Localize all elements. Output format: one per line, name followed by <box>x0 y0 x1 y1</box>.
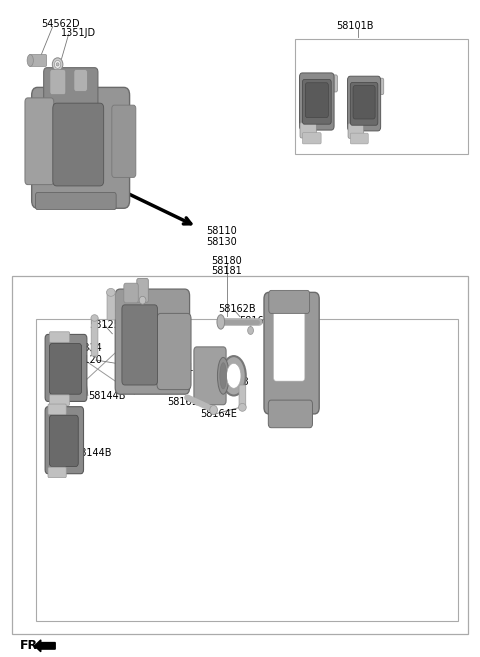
Ellipse shape <box>27 55 33 66</box>
FancyBboxPatch shape <box>124 283 138 303</box>
FancyBboxPatch shape <box>268 400 312 428</box>
Ellipse shape <box>239 403 246 411</box>
Ellipse shape <box>217 315 225 329</box>
FancyBboxPatch shape <box>353 85 375 119</box>
FancyBboxPatch shape <box>53 103 104 186</box>
FancyBboxPatch shape <box>49 415 78 466</box>
FancyBboxPatch shape <box>115 289 190 394</box>
Ellipse shape <box>107 288 115 296</box>
Text: 58112: 58112 <box>175 363 206 373</box>
Text: 58125: 58125 <box>89 319 120 330</box>
Text: FR.: FR. <box>20 639 43 652</box>
FancyBboxPatch shape <box>274 309 305 381</box>
FancyBboxPatch shape <box>269 290 310 313</box>
FancyBboxPatch shape <box>48 467 66 478</box>
FancyBboxPatch shape <box>350 133 368 144</box>
Text: 58114A: 58114A <box>266 386 304 396</box>
Text: 58164E: 58164E <box>239 315 276 326</box>
Text: 58110: 58110 <box>206 226 237 237</box>
FancyBboxPatch shape <box>137 279 148 302</box>
FancyBboxPatch shape <box>29 55 47 66</box>
Ellipse shape <box>139 296 146 304</box>
FancyBboxPatch shape <box>264 292 319 414</box>
Ellipse shape <box>210 405 217 415</box>
FancyBboxPatch shape <box>348 123 364 139</box>
FancyBboxPatch shape <box>49 332 70 342</box>
Ellipse shape <box>222 356 246 396</box>
FancyBboxPatch shape <box>91 317 98 356</box>
Ellipse shape <box>91 315 98 321</box>
Bar <box>36 319 458 621</box>
FancyBboxPatch shape <box>44 68 98 113</box>
Text: 58314: 58314 <box>71 343 102 353</box>
FancyBboxPatch shape <box>300 122 316 138</box>
Ellipse shape <box>56 62 59 66</box>
FancyBboxPatch shape <box>45 334 87 401</box>
FancyBboxPatch shape <box>45 407 84 474</box>
FancyBboxPatch shape <box>49 344 82 394</box>
FancyBboxPatch shape <box>112 105 136 177</box>
Text: 58130: 58130 <box>206 237 237 247</box>
Text: 54562D: 54562D <box>41 19 79 30</box>
Ellipse shape <box>220 363 227 389</box>
FancyBboxPatch shape <box>239 385 246 407</box>
FancyBboxPatch shape <box>36 193 116 210</box>
FancyBboxPatch shape <box>74 70 87 91</box>
FancyBboxPatch shape <box>305 83 328 118</box>
Bar <box>12 276 468 634</box>
FancyBboxPatch shape <box>348 76 381 131</box>
Text: 58113: 58113 <box>218 377 249 388</box>
Text: 58101B: 58101B <box>336 21 373 32</box>
Text: 58144B: 58144B <box>74 448 112 459</box>
Text: 58120: 58120 <box>71 355 102 365</box>
Text: 58162B: 58162B <box>218 304 256 314</box>
FancyBboxPatch shape <box>157 313 191 390</box>
FancyBboxPatch shape <box>122 305 157 385</box>
FancyBboxPatch shape <box>194 347 226 405</box>
FancyBboxPatch shape <box>25 98 54 185</box>
Ellipse shape <box>52 58 63 71</box>
Text: 1351JD: 1351JD <box>61 28 96 38</box>
FancyBboxPatch shape <box>107 291 115 320</box>
FancyBboxPatch shape <box>321 75 337 92</box>
FancyBboxPatch shape <box>302 79 331 124</box>
FancyBboxPatch shape <box>368 78 384 95</box>
Ellipse shape <box>248 327 253 334</box>
FancyBboxPatch shape <box>300 73 334 130</box>
Text: 58164E: 58164E <box>201 409 238 419</box>
Text: 58161B: 58161B <box>167 397 204 407</box>
Text: 58180: 58180 <box>211 256 242 266</box>
FancyBboxPatch shape <box>32 87 130 208</box>
FancyBboxPatch shape <box>49 395 70 405</box>
Ellipse shape <box>227 363 241 388</box>
Text: 58181: 58181 <box>211 265 242 276</box>
FancyBboxPatch shape <box>302 133 321 144</box>
Text: 58163B: 58163B <box>109 305 147 315</box>
FancyArrow shape <box>35 640 55 652</box>
Ellipse shape <box>54 60 60 68</box>
FancyBboxPatch shape <box>48 404 66 415</box>
Bar <box>295 39 468 154</box>
FancyBboxPatch shape <box>50 70 66 95</box>
Ellipse shape <box>217 357 229 394</box>
Text: 58144B: 58144B <box>88 390 125 401</box>
FancyBboxPatch shape <box>350 83 378 125</box>
